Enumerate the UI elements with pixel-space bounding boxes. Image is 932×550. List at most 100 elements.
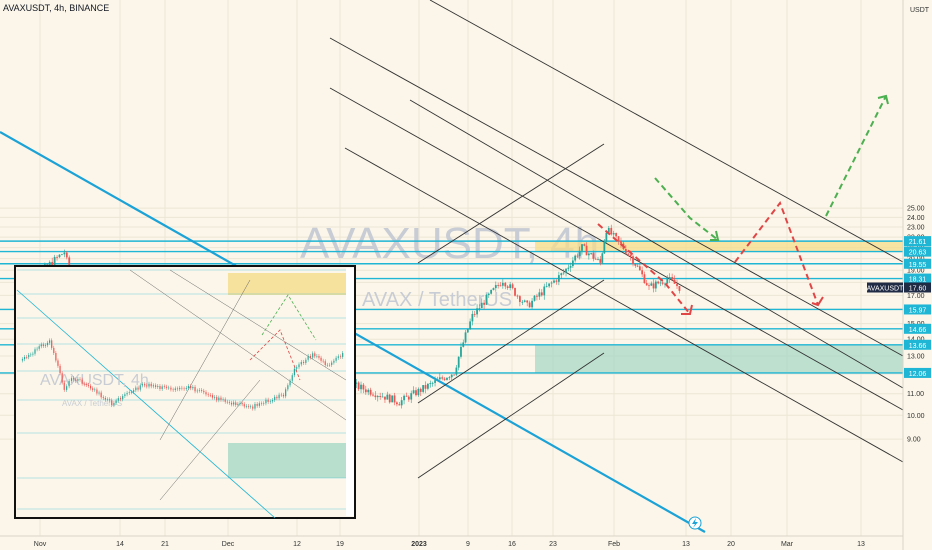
inset-candle: [144, 384, 146, 386]
candle: [68, 257, 71, 271]
candle: [673, 279, 676, 284]
candle: [364, 389, 367, 393]
x-tick-label: 12: [293, 541, 301, 548]
inset-candle: [235, 402, 237, 405]
candle: [599, 259, 602, 263]
candle: [661, 282, 664, 284]
inset-candle: [73, 378, 75, 380]
x-tick-label: 14: [116, 541, 124, 548]
candle: [632, 256, 634, 264]
inset-candle: [296, 367, 298, 369]
candle: [548, 283, 551, 287]
candle: [607, 227, 610, 233]
inset-candle: [141, 384, 144, 386]
candle: [492, 288, 495, 290]
candle: [415, 390, 417, 396]
inset-candle: [278, 394, 280, 399]
inset-candle: [276, 396, 278, 399]
rising-channel-line: [417, 279, 605, 404]
inset-candle: [152, 385, 154, 387]
candle: [476, 308, 478, 315]
inset-candle: [59, 365, 61, 374]
channel-line: [329, 37, 904, 357]
inset-candle: [203, 390, 205, 393]
candle: [509, 284, 512, 288]
arrow-head: [877, 94, 889, 105]
inset-candle: [170, 387, 172, 390]
candle: [450, 374, 453, 378]
candle: [376, 396, 379, 398]
inset-candle: [254, 403, 256, 409]
candle: [357, 382, 360, 390]
watermark-subtitle: AVAX / TetherUS: [362, 289, 512, 311]
candle: [56, 256, 58, 258]
inset-candle: [83, 383, 85, 385]
inset-candle: [122, 396, 124, 400]
inset-candle: [312, 353, 314, 358]
lightning-icon[interactable]: [688, 516, 702, 530]
channel-line: [329, 87, 904, 411]
candle: [605, 232, 608, 242]
inset-candle: [124, 394, 126, 397]
rising-channel-line: [417, 352, 605, 479]
inset-candle: [309, 355, 312, 358]
level-badge: [904, 367, 931, 378]
candle: [592, 253, 595, 259]
inset-candle: [337, 356, 339, 358]
candle: [455, 367, 458, 375]
candle: [61, 254, 63, 256]
candle: [590, 253, 593, 255]
candle: [533, 295, 536, 301]
inset-candle: [46, 342, 49, 346]
candle: [501, 282, 504, 286]
inset-candle: [174, 388, 176, 390]
x-tick-label: Feb: [608, 541, 620, 548]
inset-candle: [205, 392, 207, 395]
inset-candle: [135, 387, 137, 391]
candle: [407, 396, 410, 400]
inset-channel-line: [169, 269, 347, 381]
channel-lines: [329, 0, 904, 479]
inset-candle: [263, 403, 265, 404]
candle: [410, 393, 413, 400]
inset-candle: [70, 378, 73, 381]
candle: [441, 377, 444, 379]
inset-candle: [247, 406, 250, 407]
inset-candle: [207, 394, 209, 396]
candle: [521, 301, 524, 303]
candle: [581, 244, 583, 251]
candle: [516, 295, 519, 297]
y-tick-label: 10.00: [907, 413, 925, 420]
candle: [648, 285, 650, 287]
candle: [457, 356, 460, 368]
inset-candle: [289, 380, 291, 386]
inset-candle: [133, 390, 135, 393]
candle: [518, 296, 521, 302]
candle: [668, 277, 671, 279]
inset-candle: [185, 387, 187, 389]
candle: [666, 278, 669, 284]
inset-candle: [81, 379, 83, 384]
candle: [400, 400, 403, 406]
level-label: 19.55: [909, 262, 927, 269]
channel-line: [409, 99, 904, 389]
candle: [565, 268, 567, 273]
inset-chart: AVAXUSDT, 4h AVAX / TetherUS: [14, 265, 356, 519]
candle: [434, 380, 436, 383]
inset-candle: [96, 389, 98, 394]
inset-axis: [346, 268, 354, 516]
x-tick-label: 20: [727, 541, 735, 548]
inset-candle: [249, 406, 252, 408]
inset-candle: [113, 402, 115, 406]
candle: [466, 329, 469, 333]
candle: [627, 253, 630, 255]
inset-candle: [49, 340, 51, 343]
candle: [550, 282, 553, 284]
inset-candle: [260, 403, 263, 404]
inset-candle: [316, 356, 318, 357]
inset-frame: [14, 265, 356, 519]
inset-projection: [249, 329, 301, 381]
candle: [571, 260, 574, 267]
inset-candle: [168, 387, 170, 389]
